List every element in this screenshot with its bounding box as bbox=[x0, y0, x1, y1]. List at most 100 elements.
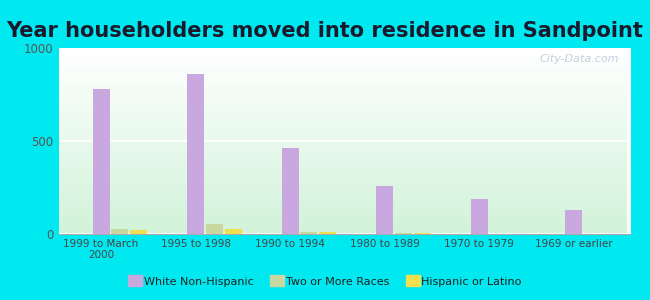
Bar bbox=[54, 130, 626, 132]
Bar bbox=[54, 217, 626, 219]
Bar bbox=[54, 128, 626, 130]
Bar bbox=[54, 100, 626, 102]
Bar bbox=[54, 137, 626, 139]
Bar bbox=[54, 208, 626, 210]
Bar bbox=[54, 135, 626, 137]
Bar bbox=[54, 107, 626, 110]
Text: Year householders moved into residence in Sandpoint: Year householders moved into residence i… bbox=[6, 21, 644, 41]
Bar bbox=[54, 169, 626, 171]
Bar bbox=[54, 57, 626, 59]
Bar bbox=[54, 147, 626, 148]
Bar bbox=[54, 111, 626, 113]
Bar bbox=[54, 65, 626, 67]
Bar bbox=[54, 219, 626, 221]
Bar bbox=[92, 89, 110, 234]
Bar bbox=[413, 233, 431, 234]
Bar bbox=[54, 121, 626, 122]
Bar bbox=[54, 175, 626, 176]
Bar bbox=[54, 134, 626, 135]
Bar bbox=[54, 67, 626, 68]
Bar bbox=[54, 117, 626, 119]
Bar bbox=[54, 189, 626, 191]
Bar bbox=[54, 80, 626, 82]
Bar bbox=[54, 230, 626, 232]
Bar bbox=[54, 182, 626, 184]
Bar bbox=[54, 172, 626, 175]
Bar bbox=[54, 56, 626, 57]
Bar bbox=[54, 59, 626, 61]
Bar bbox=[54, 165, 626, 167]
Bar bbox=[54, 214, 626, 215]
Bar bbox=[54, 106, 626, 107]
Bar bbox=[54, 63, 626, 65]
Bar bbox=[54, 178, 626, 180]
Bar bbox=[54, 68, 626, 70]
Bar bbox=[54, 126, 626, 128]
Bar bbox=[54, 102, 626, 104]
Bar bbox=[54, 76, 626, 78]
Bar bbox=[54, 195, 626, 197]
Bar bbox=[54, 154, 626, 156]
Bar bbox=[54, 167, 626, 169]
Bar bbox=[54, 226, 626, 228]
Bar bbox=[54, 171, 626, 172]
Bar bbox=[54, 161, 626, 163]
Bar bbox=[395, 233, 412, 234]
Bar bbox=[54, 110, 626, 111]
Bar bbox=[54, 228, 626, 230]
Bar bbox=[54, 176, 626, 178]
Bar bbox=[54, 199, 626, 200]
Bar bbox=[54, 87, 626, 89]
Bar bbox=[566, 210, 582, 234]
Bar bbox=[54, 202, 626, 204]
Bar bbox=[54, 74, 626, 76]
Bar bbox=[54, 83, 626, 85]
Bar bbox=[224, 229, 242, 234]
Bar bbox=[54, 113, 626, 115]
Bar bbox=[111, 229, 128, 234]
Bar bbox=[54, 193, 626, 195]
Bar bbox=[54, 132, 626, 134]
Bar bbox=[54, 197, 626, 199]
Bar bbox=[300, 232, 317, 234]
Bar bbox=[54, 141, 626, 143]
Bar bbox=[54, 148, 626, 150]
Bar bbox=[54, 188, 626, 189]
Bar bbox=[54, 150, 626, 152]
Bar bbox=[54, 223, 626, 225]
Bar bbox=[54, 119, 626, 121]
Bar bbox=[319, 232, 336, 234]
Bar bbox=[54, 70, 626, 72]
Bar bbox=[54, 98, 626, 100]
Bar bbox=[206, 224, 223, 234]
Bar bbox=[130, 230, 147, 234]
Text: City-Data.com: City-Data.com bbox=[540, 54, 619, 64]
Bar bbox=[54, 139, 626, 141]
Bar bbox=[54, 48, 626, 50]
Bar bbox=[54, 186, 626, 188]
Bar bbox=[281, 148, 298, 234]
Bar bbox=[54, 61, 626, 63]
Bar bbox=[187, 74, 204, 234]
Bar bbox=[54, 85, 626, 87]
Bar bbox=[54, 145, 626, 147]
Bar bbox=[54, 82, 626, 83]
Bar bbox=[54, 232, 626, 234]
Bar bbox=[54, 160, 626, 161]
Bar bbox=[54, 158, 626, 160]
Bar bbox=[54, 54, 626, 56]
Bar bbox=[54, 124, 626, 126]
Bar bbox=[54, 221, 626, 223]
Bar bbox=[376, 186, 393, 234]
Bar bbox=[54, 191, 626, 193]
Bar bbox=[54, 225, 626, 226]
Bar bbox=[54, 72, 626, 74]
Bar bbox=[54, 50, 626, 52]
Bar bbox=[471, 199, 488, 234]
Bar bbox=[54, 93, 626, 94]
Bar bbox=[54, 200, 626, 202]
Bar bbox=[54, 180, 626, 182]
Bar bbox=[54, 206, 626, 208]
Bar bbox=[54, 156, 626, 158]
Bar bbox=[54, 122, 626, 124]
